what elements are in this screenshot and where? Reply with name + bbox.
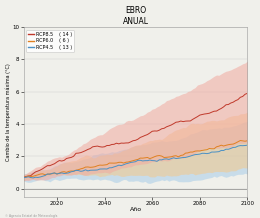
Legend: RCP8.5    ( 14 ), RCP6.0    ( 6 ), RCP4.5    ( 13 ): RCP8.5 ( 14 ), RCP6.0 ( 6 ), RCP4.5 ( 13… [26, 30, 74, 52]
Text: © Agencia Estatal de Meteorología: © Agencia Estatal de Meteorología [5, 214, 57, 218]
X-axis label: Año: Año [129, 208, 142, 213]
Title: EBRO
ANUAL: EBRO ANUAL [122, 5, 148, 26]
Y-axis label: Cambio de la temperatura máxima (°C): Cambio de la temperatura máxima (°C) [5, 63, 11, 161]
